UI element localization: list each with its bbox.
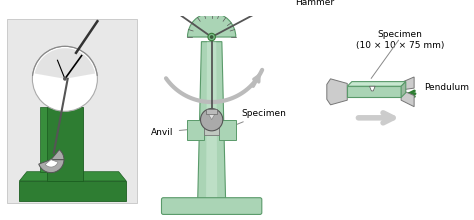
Polygon shape <box>198 42 226 200</box>
Circle shape <box>273 0 298 10</box>
Polygon shape <box>347 82 406 86</box>
Text: Anvil: Anvil <box>151 128 192 137</box>
Polygon shape <box>401 77 414 90</box>
FancyBboxPatch shape <box>162 198 262 214</box>
FancyBboxPatch shape <box>204 125 219 135</box>
Circle shape <box>208 33 215 41</box>
Polygon shape <box>206 108 217 114</box>
Text: End of
swing: End of swing <box>0 219 1 220</box>
FancyBboxPatch shape <box>19 181 126 202</box>
FancyBboxPatch shape <box>219 120 236 140</box>
Circle shape <box>201 108 223 131</box>
Text: Specimen: Specimen <box>224 109 286 130</box>
Text: Specimen
(10 × 10 × 75 mm): Specimen (10 × 10 × 75 mm) <box>356 30 445 50</box>
FancyBboxPatch shape <box>40 107 47 172</box>
Polygon shape <box>401 90 414 107</box>
Circle shape <box>32 46 97 111</box>
Circle shape <box>210 35 213 39</box>
Polygon shape <box>206 42 217 200</box>
FancyBboxPatch shape <box>188 120 204 140</box>
Text: Hammer: Hammer <box>295 0 334 7</box>
Polygon shape <box>370 86 375 91</box>
Polygon shape <box>347 86 401 97</box>
FancyBboxPatch shape <box>7 19 137 203</box>
Circle shape <box>63 77 67 81</box>
Wedge shape <box>35 48 95 79</box>
Text: Pendulum: Pendulum <box>424 83 469 92</box>
Wedge shape <box>51 150 64 160</box>
Polygon shape <box>327 79 347 105</box>
Wedge shape <box>46 160 58 167</box>
Wedge shape <box>207 110 217 120</box>
Polygon shape <box>19 172 126 181</box>
Text: Scale: Scale <box>0 219 1 220</box>
Wedge shape <box>39 160 64 173</box>
Text: Starting position: Starting position <box>0 219 1 220</box>
Polygon shape <box>164 200 260 209</box>
Circle shape <box>131 0 155 1</box>
Wedge shape <box>188 13 236 37</box>
Wedge shape <box>274 0 285 9</box>
Polygon shape <box>401 82 406 97</box>
FancyBboxPatch shape <box>47 107 82 181</box>
